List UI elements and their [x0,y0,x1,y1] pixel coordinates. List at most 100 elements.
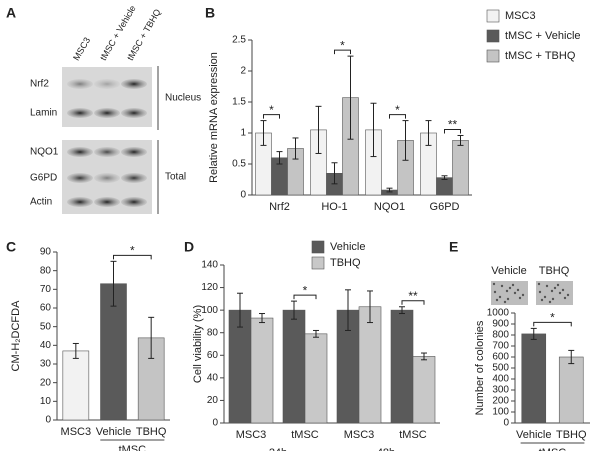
bar [304,333,328,424]
band [121,173,147,183]
lane-label: MSC3 [71,36,92,63]
x-tick-label: tMSC [399,429,427,441]
band [121,147,147,157]
colony [548,300,552,304]
panel-label: D [184,239,194,255]
y-tick-label: 1.5 [232,97,246,108]
group-label: tMSC [119,444,147,451]
colony [545,284,549,288]
x-tick-label: TBHQ [556,429,587,441]
colony [563,296,567,300]
error-bar [72,342,79,359]
error-bar [260,120,267,146]
annotation: * [395,103,400,117]
y-tick-label: 80 [207,327,219,338]
error-bar [530,327,537,340]
x-tick-label: MSC3 [344,429,375,441]
panel-label: E [449,239,458,255]
bar [62,350,90,421]
y-tick-label: 80 [40,265,52,276]
group-label: 48h [377,447,395,451]
y-tick-label: 0 [45,415,51,426]
error-bar [421,352,427,361]
legend-label: tMSC + Vehicle [505,30,581,42]
band [94,79,120,89]
group-label: Nucleus [165,93,201,104]
y-tick-label: 10 [40,396,52,407]
y-axis-label: Relative mRNA expression [208,52,220,183]
panel-label: C [6,239,16,255]
colony [553,286,557,290]
y-tick-label: 200 [492,396,509,407]
bar [412,356,436,424]
legend-swatch [486,9,500,23]
error-bar [441,175,448,180]
legend-label: Vehicle [330,241,365,253]
x-tick-label: Nrf2 [269,201,290,213]
significance-bracket [533,321,572,327]
significance-bracket [334,49,351,55]
error-bar [568,349,575,365]
error-bar [237,292,243,328]
error-bar [148,316,155,359]
legend-label: TBHQ [330,257,361,269]
colony [558,291,562,295]
x-tick-label: MSC3 [236,429,267,441]
bar [558,356,584,424]
error-bar [402,120,409,161]
y-tick-label: 20 [207,395,219,406]
colony [543,295,547,299]
band [67,79,93,89]
legend-swatch [486,49,500,63]
bar [436,177,453,196]
error-bar [259,313,265,324]
colony [508,286,512,290]
error-bar [457,134,464,146]
band [67,173,93,183]
y-tick-label: 2.5 [232,35,246,46]
colony [498,295,502,299]
x-tick-label: tMSC [291,429,319,441]
legend-swatch [486,29,500,43]
row-label: Lamin [30,108,57,119]
legend-label: tMSC + TBHQ [505,50,576,62]
y-tick-label: 20 [40,377,52,388]
annotation: * [550,311,555,325]
bar [282,309,306,424]
group-label: 24h [269,447,287,451]
image-label: Vehicle [491,265,526,277]
y-tick-label: 900 [492,319,509,330]
bar [452,140,469,196]
y-tick-label: 40 [40,340,52,351]
error-bar [331,162,338,185]
annotation: * [303,283,308,297]
annotation: * [269,103,274,117]
error-bar [399,306,405,315]
y-tick-label: 600 [492,352,509,363]
y-tick-label: 700 [492,341,509,352]
band [121,108,147,118]
y-tick-label: 500 [492,363,509,374]
row-label: G6PD [30,173,57,184]
band [67,108,93,118]
y-tick-label: 60 [207,350,219,361]
y-tick-label: 800 [492,330,509,341]
band [67,197,93,207]
colony [521,293,525,297]
colony [550,289,554,293]
colony [495,298,499,302]
y-tick-label: 1 [240,128,246,139]
error-bar [367,290,373,324]
error-bar [347,55,354,140]
image-label: TBHQ [539,265,570,277]
group-label: tMSC [539,447,567,451]
band [94,108,120,118]
y-tick-label: 0.5 [232,159,246,170]
error-bar [425,120,432,146]
y-tick-label: 400 [492,374,509,385]
band [121,79,147,89]
legend-swatch [311,256,325,270]
colony [503,300,507,304]
group-label: Total [165,172,186,183]
